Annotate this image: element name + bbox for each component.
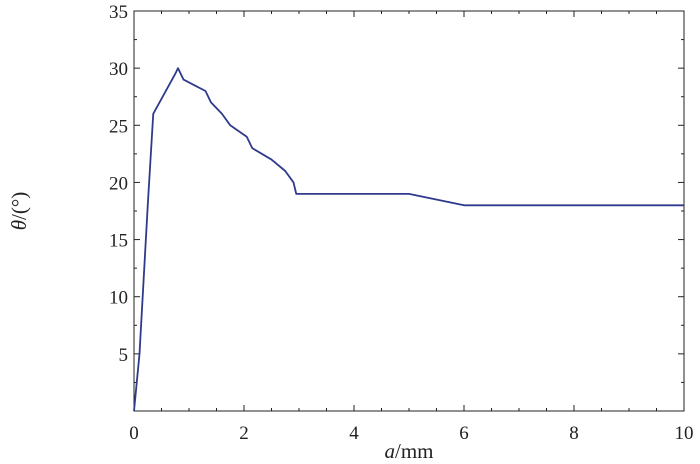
axis-ticks [133, 10, 685, 412]
y-tick-label: 5 [119, 345, 129, 366]
x-tick-label: 8 [569, 423, 579, 444]
y-tick-label: 35 [109, 2, 128, 23]
y-tick-label: 15 [109, 231, 128, 252]
x-tick-label: 10 [675, 423, 694, 444]
x-tick-label: 4 [349, 423, 359, 444]
x-tick-label: 2 [239, 423, 249, 444]
y-tick-label: 25 [109, 116, 128, 137]
plot-frame [133, 10, 685, 412]
x-tick-label: 0 [129, 423, 139, 444]
y-tick-label: 20 [109, 173, 128, 194]
series-line [133, 67, 684, 412]
y-axis-label: θ/(°) [7, 192, 31, 231]
y-tick-label: 10 [109, 288, 128, 309]
tick-labels: 0 2 4 6 8 10 5 10 15 20 25 30 35 [109, 2, 694, 444]
y-tick-label: 30 [109, 59, 128, 80]
x-tick-label: 6 [459, 423, 469, 444]
x-axis-label: a/mm [384, 439, 433, 463]
